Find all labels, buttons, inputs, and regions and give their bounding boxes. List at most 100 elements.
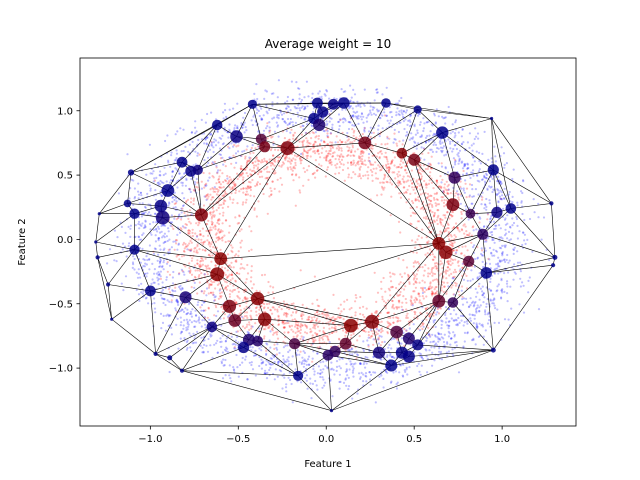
inner-ring-point: [224, 179, 227, 182]
inner-ring-point: [207, 254, 210, 257]
inner-ring-point: [412, 283, 415, 286]
outer-ring-point: [298, 107, 301, 110]
outer-ring-point: [503, 272, 506, 275]
outer-ring-point: [511, 177, 514, 181]
inner-ring-point: [435, 290, 439, 293]
inner-ring-point: [447, 192, 450, 195]
outer-ring-point: [168, 300, 171, 303]
inner-ring-point: [396, 307, 399, 310]
inner-ring-point: [459, 193, 462, 196]
outer-ring-point: [365, 380, 368, 383]
outer-ring-point: [305, 374, 308, 377]
outer-ring-point: [328, 113, 331, 116]
outer-ring-point: [209, 335, 212, 338]
outer-ring-point: [329, 132, 332, 135]
outer-ring-point: [460, 135, 463, 138]
outer-ring-point: [138, 202, 141, 205]
outer-ring-point: [309, 377, 312, 380]
outer-ring-point: [500, 296, 503, 299]
inner-ring-point: [208, 267, 211, 270]
inner-ring-point: [442, 190, 445, 194]
outer-ring-point: [473, 317, 476, 320]
outer-ring-point: [180, 301, 183, 305]
outer-ring-point: [462, 189, 465, 192]
outer-ring-point: [343, 117, 347, 121]
inner-ring-point: [332, 321, 335, 324]
inner-ring-point: [307, 142, 311, 145]
inner-ring-point: [250, 174, 253, 177]
inner-ring-point: [388, 170, 391, 173]
outer-ring-point: [153, 272, 156, 275]
outer-ring-point: [240, 122, 243, 125]
inner-ring-point: [272, 141, 275, 144]
outer-ring-point: [202, 309, 205, 312]
inner-ring-point: [337, 337, 341, 340]
outer-ring-point: [398, 110, 401, 113]
outer-ring-point: [507, 261, 510, 264]
outer-ring-point: [281, 363, 284, 366]
inner-ring-point: [247, 160, 250, 163]
inner-ring-point: [239, 167, 242, 170]
inner-ring-point: [351, 144, 354, 147]
inner-ring-point: [444, 269, 448, 272]
inner-ring-point: [271, 291, 274, 294]
outer-ring-point: [264, 89, 267, 92]
outer-ring-point: [477, 193, 480, 196]
inner-ring-point: [399, 281, 402, 284]
inner-ring-point: [216, 283, 219, 286]
inner-ring-point: [191, 234, 194, 238]
outer-ring-point: [402, 331, 405, 334]
outer-ring-point: [438, 347, 441, 350]
outer-ring-point: [312, 367, 315, 371]
outer-ring-point: [472, 322, 475, 325]
inner-ring-point: [391, 305, 394, 308]
outer-ring-point: [413, 125, 416, 128]
outer-ring-point: [383, 111, 386, 114]
inner-ring-point: [188, 271, 192, 274]
outer-ring-point: [504, 244, 507, 247]
inner-ring-point: [253, 208, 256, 211]
outer-ring-point: [463, 163, 466, 166]
outer-ring-point: [254, 374, 257, 377]
inner-ring-point: [249, 186, 252, 189]
outer-ring-point: [260, 358, 263, 361]
inner-ring-point: [301, 303, 304, 306]
inner-ring-point: [420, 178, 423, 181]
outer-ring-point: [241, 315, 244, 319]
outer-ring-point: [335, 365, 339, 368]
inner-ring-point: [429, 199, 432, 202]
outer-ring-point: [433, 359, 436, 362]
outer-ring-point: [374, 371, 377, 374]
inner-ring-point: [309, 147, 312, 150]
outer-ring-point: [206, 350, 210, 353]
outer-ring-point: [347, 127, 351, 131]
outer-ring-point: [322, 129, 325, 132]
outer-ring-point: [521, 281, 524, 284]
outer-ring-point: [278, 351, 281, 355]
outer-ring-point: [266, 371, 269, 374]
inner-ring-point: [296, 330, 299, 333]
inner-ring-point: [245, 190, 248, 193]
outer-ring-point: [185, 313, 188, 316]
outer-ring-point: [342, 381, 346, 384]
inner-ring-point: [339, 118, 342, 122]
outer-ring-point: [228, 156, 231, 159]
outer-ring-point: [203, 142, 206, 145]
outer-ring-point: [383, 108, 386, 111]
inner-ring-point: [449, 244, 453, 247]
inner-ring-point: [415, 277, 418, 280]
inner-ring-point: [173, 202, 176, 205]
outer-ring-point: [297, 87, 300, 90]
inner-ring-point: [447, 263, 450, 266]
outer-ring-point: [390, 110, 393, 114]
inner-ring-point: [429, 209, 432, 212]
outer-ring-point: [161, 321, 165, 324]
inner-ring-point: [212, 188, 215, 191]
outer-ring-point: [221, 134, 224, 137]
inner-ring-point: [437, 203, 441, 206]
inner-ring-point: [238, 190, 241, 193]
inner-ring-point: [229, 279, 232, 282]
outer-ring-point: [393, 128, 396, 131]
inner-ring-point: [246, 263, 249, 267]
inner-ring-point: [268, 158, 271, 161]
